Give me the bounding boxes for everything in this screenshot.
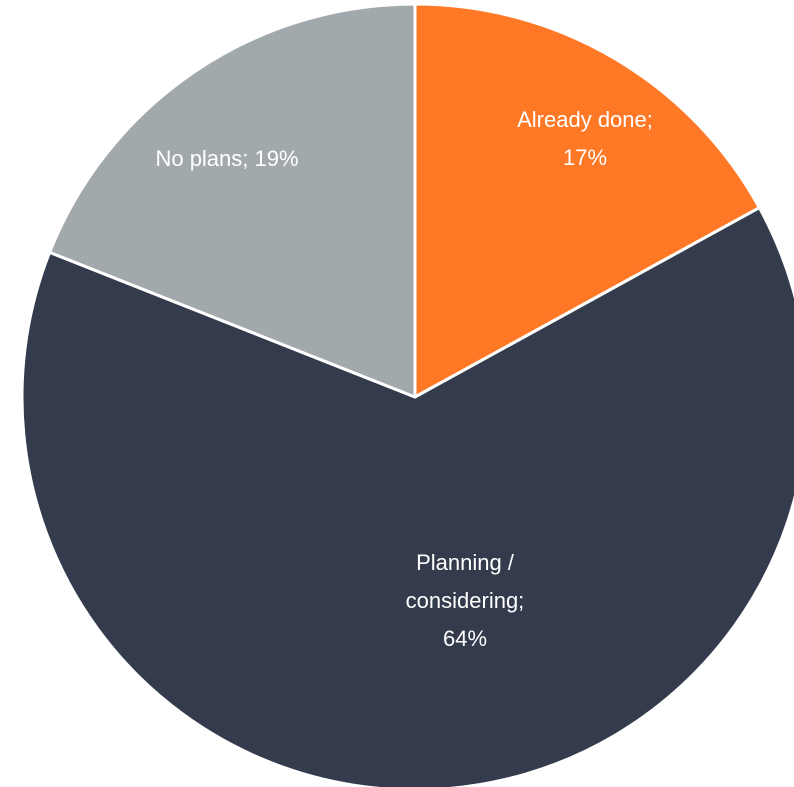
- slice-label-line: Planning /: [416, 550, 515, 575]
- pie-slices: [20, 2, 794, 787]
- slice-label-line: Already done;: [517, 107, 653, 132]
- pie-slice-no-plans: [48, 2, 417, 399]
- slice-label-planning-considering: Planning / considering; 64%: [406, 550, 525, 651]
- slice-label-line: No plans; 19%: [155, 146, 298, 171]
- slice-label-line: 64%: [443, 626, 487, 651]
- slice-label-line: considering;: [406, 588, 525, 613]
- pie-labels: Already done; 17% Planning / considering; 64…: [155, 107, 652, 651]
- slice-label-no-plans: No plans; 19%: [155, 146, 298, 171]
- pie-slice-already-done: [413, 2, 761, 399]
- slice-label-already-done: Already done; 17%: [517, 107, 653, 170]
- slice-label-line: 17%: [563, 145, 607, 170]
- pie-slice-planning-considering: [20, 206, 794, 787]
